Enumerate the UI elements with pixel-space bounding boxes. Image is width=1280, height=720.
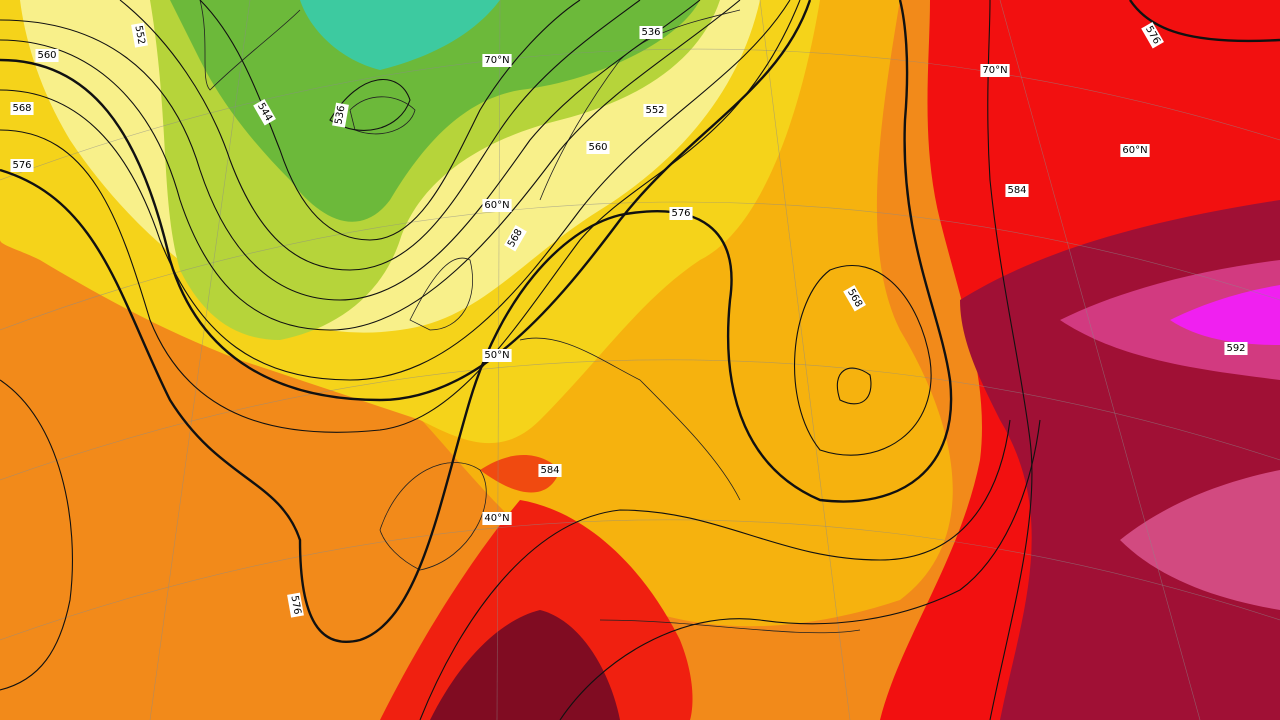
label-box xyxy=(1005,184,1029,197)
contour-label: 552 xyxy=(643,104,667,117)
contour-label: 568 xyxy=(10,102,34,115)
contour-label: 560 xyxy=(35,49,59,62)
label-box xyxy=(10,102,34,115)
label-box xyxy=(504,225,527,252)
latitude-label: 50°N xyxy=(482,349,512,362)
latitude-label-text: 60°N xyxy=(484,200,509,211)
contour-label: 584 xyxy=(538,464,562,477)
label-box xyxy=(639,26,663,39)
contour-label-text: 560 xyxy=(37,50,56,61)
label-box xyxy=(131,22,148,48)
label-box xyxy=(538,464,562,477)
contour-label-text: 576 xyxy=(671,208,690,219)
label-box xyxy=(287,592,304,618)
label-box xyxy=(253,99,276,126)
contour-label-text: 536 xyxy=(641,27,660,38)
contour-label-text: 552 xyxy=(132,25,146,46)
contour-label: 584 xyxy=(1005,184,1029,197)
latitude-label: 40°N xyxy=(482,512,512,525)
label-box xyxy=(332,102,349,128)
label-box xyxy=(35,49,59,62)
latitude-label-text: 70°N xyxy=(484,55,509,66)
latitude-label-text: 50°N xyxy=(484,350,509,361)
contour-label: 536 xyxy=(332,102,349,128)
latitude-label-text: 60°N xyxy=(1122,145,1147,156)
contour-label-text: 552 xyxy=(645,105,664,116)
label-box xyxy=(1120,144,1150,157)
latitude-label-text: 70°N xyxy=(982,65,1007,76)
contour-label-text: 576 xyxy=(288,595,302,616)
contour-label-text: 584 xyxy=(540,465,559,476)
latitude-label: 60°N xyxy=(1120,144,1150,157)
label-box xyxy=(586,141,610,154)
contour-label-text: 536 xyxy=(333,105,347,126)
label-box xyxy=(10,159,34,172)
label-box xyxy=(1141,22,1164,49)
contour-label-text: 592 xyxy=(1226,343,1245,354)
label-box xyxy=(482,349,512,362)
contour-label: 560 xyxy=(586,141,610,154)
contour-label: 592 xyxy=(1224,342,1248,355)
label-box xyxy=(482,512,512,525)
contour-label-text: 568 xyxy=(12,103,31,114)
latitude-label: 70°N xyxy=(482,54,512,67)
contour-label: 576 xyxy=(669,207,693,220)
latitude-label-text: 40°N xyxy=(484,513,509,524)
label-box xyxy=(643,104,667,117)
label-box xyxy=(482,199,512,212)
label-box xyxy=(843,285,866,312)
label-box xyxy=(669,207,693,220)
contour-label: 576 xyxy=(287,592,304,618)
contour-label: 552 xyxy=(131,22,148,48)
latitude-label: 70°N xyxy=(980,64,1010,77)
contour-label: 576 xyxy=(10,159,34,172)
label-box xyxy=(1224,342,1248,355)
contour-label-text: 584 xyxy=(1007,185,1026,196)
contour-label-text: 576 xyxy=(12,160,31,171)
label-box xyxy=(980,64,1010,77)
contour-label: 536 xyxy=(639,26,663,39)
latitude-label: 60°N xyxy=(482,199,512,212)
contour-label-text: 560 xyxy=(588,142,607,153)
coastlines xyxy=(199,0,861,634)
label-box xyxy=(482,54,512,67)
